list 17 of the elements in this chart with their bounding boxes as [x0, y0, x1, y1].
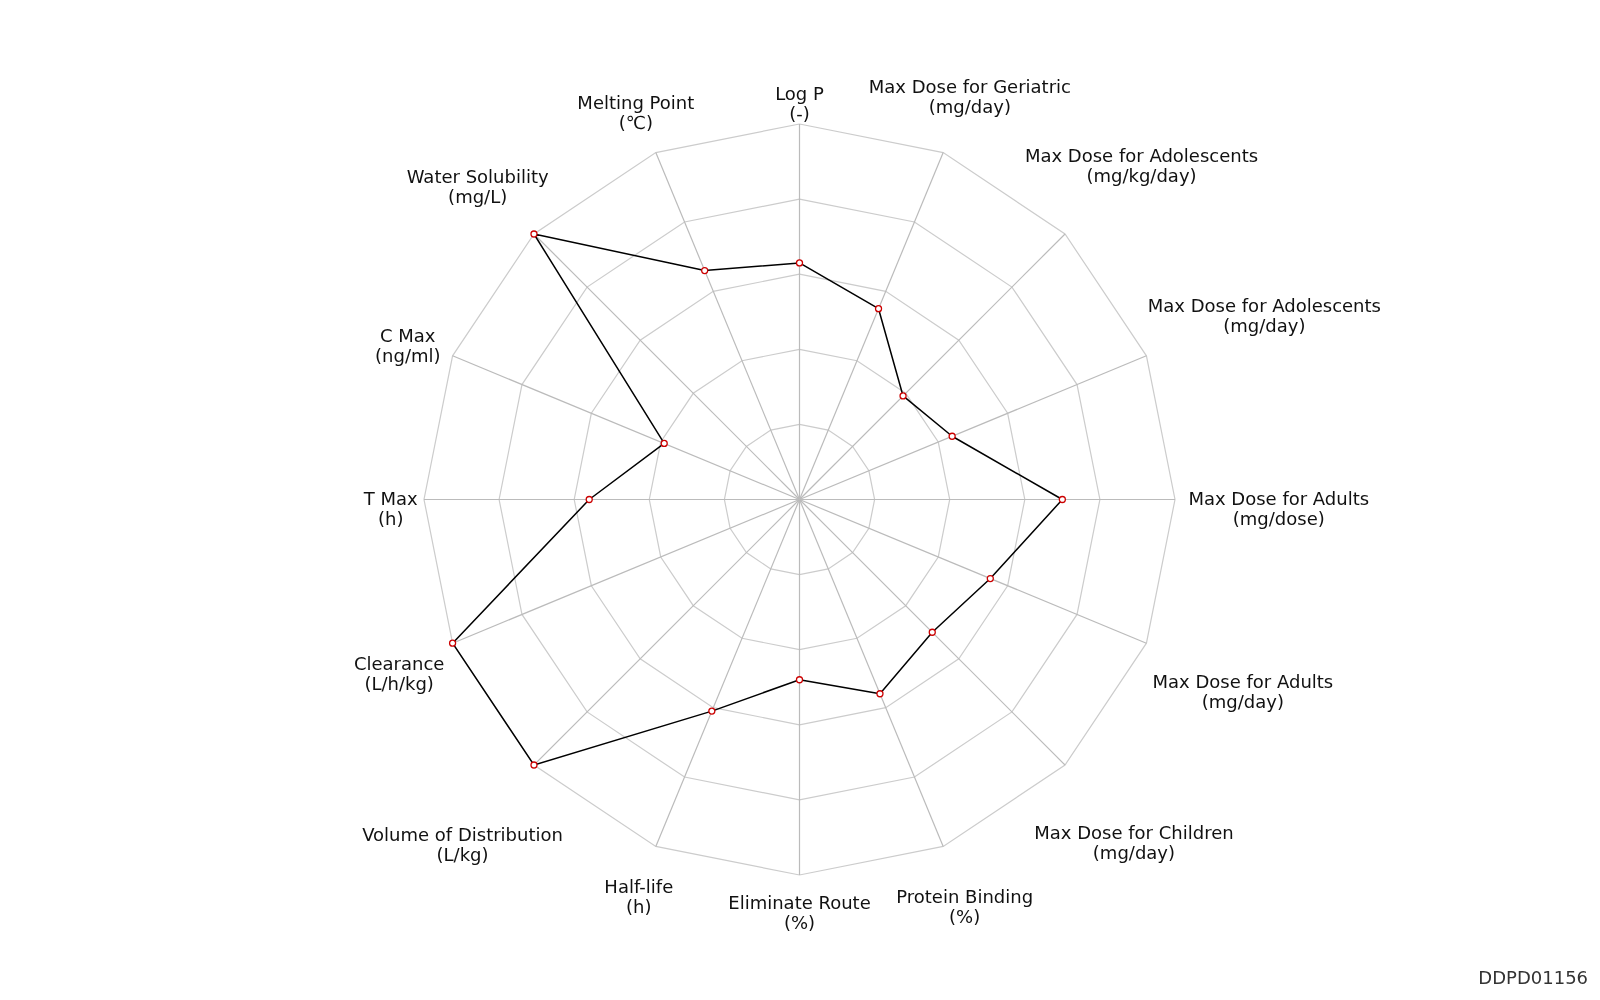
spoke-label: Water Solubility (mg/L)	[406, 165, 549, 207]
spoke-label: Protein Binding (%)	[896, 886, 1034, 928]
spoke-label: Max Dose for Geriatric (mg/day)	[868, 76, 1071, 118]
spoke-label: Half-life (h)	[604, 875, 674, 917]
spoke-label: Max Dose for Adults (mg/dose)	[1188, 487, 1370, 529]
spoke-label: Max Dose for Children (mg/day)	[1034, 821, 1234, 863]
spoke-label: Max Dose for Adolescents (mg/kg/day)	[1024, 145, 1259, 187]
spoke-label: T Max (h)	[362, 487, 419, 529]
spoke-label: Max Dose for Adolescents (mg/day)	[1147, 294, 1381, 336]
text: DDPD01156	[1478, 966, 1589, 988]
spoke-label: Melting Point (℃)	[577, 92, 695, 134]
spoke-label: Eliminate Route (%)	[728, 891, 871, 933]
spoke-label: C Max (ng/ml)	[375, 325, 441, 367]
spoke-label: Volume of Distribution (L/kg)	[362, 824, 563, 866]
spoke-label: Max Dose for Adults (mg/day)	[1152, 671, 1334, 713]
spoke-label: Log P (-)	[775, 83, 824, 125]
spoke-label: Clearance (L/h/kg)	[353, 653, 445, 695]
